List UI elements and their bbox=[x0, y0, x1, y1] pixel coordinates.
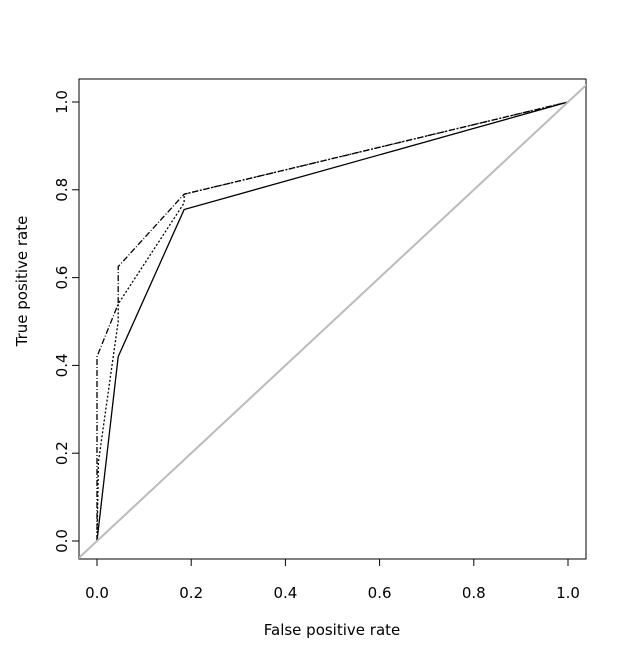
y-tick-label: 1.0 bbox=[53, 90, 71, 114]
series-line-diagonal bbox=[79, 83, 586, 559]
x-tick-label: 0.8 bbox=[462, 584, 486, 602]
x-axis-label: False positive rate bbox=[264, 621, 401, 639]
x-tick-label: 0.0 bbox=[85, 584, 109, 602]
x-tick-label: 0.4 bbox=[273, 584, 297, 602]
y-tick-label: 0.2 bbox=[53, 441, 71, 465]
y-tick-label: 0.6 bbox=[53, 266, 71, 290]
y-axis-label: True positive rate bbox=[13, 216, 31, 348]
x-tick-label: 1.0 bbox=[556, 584, 580, 602]
y-tick-label: 0.0 bbox=[53, 529, 71, 553]
y-tick-label: 0.4 bbox=[53, 353, 71, 377]
x-tick-label: 0.2 bbox=[179, 584, 203, 602]
x-tick-label: 0.6 bbox=[368, 584, 392, 602]
series-line-dashdot bbox=[96, 101, 569, 541]
y-tick-label: 0.8 bbox=[53, 178, 71, 202]
series-line-solid bbox=[96, 101, 569, 542]
